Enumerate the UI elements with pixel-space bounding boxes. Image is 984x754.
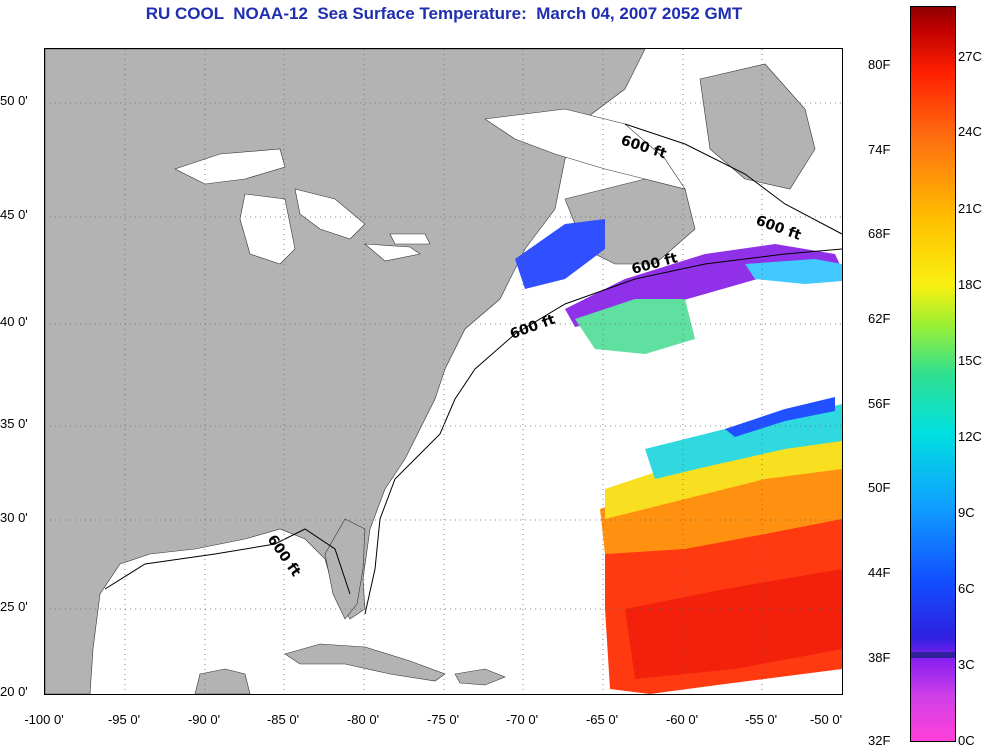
colorbar-celsius-label: 9C [958,505,975,520]
sst-blue-fringe [725,397,835,437]
isobath-600ft [104,123,842,615]
newfoundland [699,63,816,190]
lat-label: 40 0' [0,314,28,329]
lat-label: 25 0' [0,599,28,614]
lon-label: -85 0' [266,712,300,727]
lon-label: -60 0' [665,712,699,727]
colorbar-celsius-label: 6C [958,581,975,596]
colorbar-celsius-label: 3C [958,657,975,672]
lat-label: 45 0' [0,207,28,222]
lon-label: -55 0' [744,712,778,727]
lon-label: -80 0' [346,712,380,727]
colorbar-fahrenheit-label: 62F [868,311,891,326]
yucatan [194,668,251,694]
lon-label: -90 0' [187,712,221,727]
colorbar-fahrenheit-label: 68F [868,226,891,241]
lon-label: -75 0' [426,712,460,727]
great-lakes [174,148,431,265]
lat-label: 50 0' [0,93,28,108]
colorbar-celsius-label: 0C [958,733,975,748]
colorbar-celsius-label: 18C [958,277,982,292]
florida [324,518,366,620]
colorbar-fahrenheit-label: 74F [868,142,891,157]
isobath-label-nantucket: 600 ft [508,312,558,343]
colorbar-fahrenheit-label: 44F [868,565,891,580]
colorbar-fahrenheit-label: 50F [868,480,891,495]
sst-map: 600 ft 600 ft 600 ft 600 ft 600 ft [44,48,843,695]
colorbar-fahrenheit-label: 32F [868,733,891,748]
colorbar-fahrenheit-label: 38F [868,650,891,665]
map-title: RU COOL NOAA-12 Sea Surface Temperature:… [145,4,743,23]
hudson-bay-inlet [484,108,686,190]
lat-label: 35 0' [0,416,28,431]
colorbar-celsius-label: 21C [958,201,982,216]
lon-label: -95 0' [107,712,141,727]
colorbar-fahrenheit-label: 56F [868,396,891,411]
lon-label: -100 0' [24,712,64,727]
temperature-colorbar [910,6,956,742]
sst-cyan-slope [745,259,842,284]
colorbar-celsius-label: 27C [958,49,982,64]
map-canvas: 600 ft 600 ft 600 ft 600 ft 600 ft [45,49,842,694]
sst-cyan-region [645,404,842,479]
sst-green-patch [575,299,695,354]
lon-label: -65 0' [585,712,619,727]
colorbar-fahrenheit-label: 80F [868,57,891,72]
hispaniola [454,668,506,686]
sst-cold-shelf [515,219,605,289]
sst-yellow-region [605,434,842,519]
lon-label: -50 0' [809,712,843,727]
colorbar-celsius-label: 15C [958,353,982,368]
colorbar-celsius-label: 12C [958,429,982,444]
cuba [284,643,446,682]
north-america-land [45,49,646,694]
sst-hot-core [625,569,842,679]
colorbar-celsius-label: 24C [958,124,982,139]
lon-label: -70 0' [505,712,539,727]
lat-label: 30 0' [0,510,28,525]
lat-label: 20 0' [0,684,28,699]
colorbar-band [911,652,955,658]
